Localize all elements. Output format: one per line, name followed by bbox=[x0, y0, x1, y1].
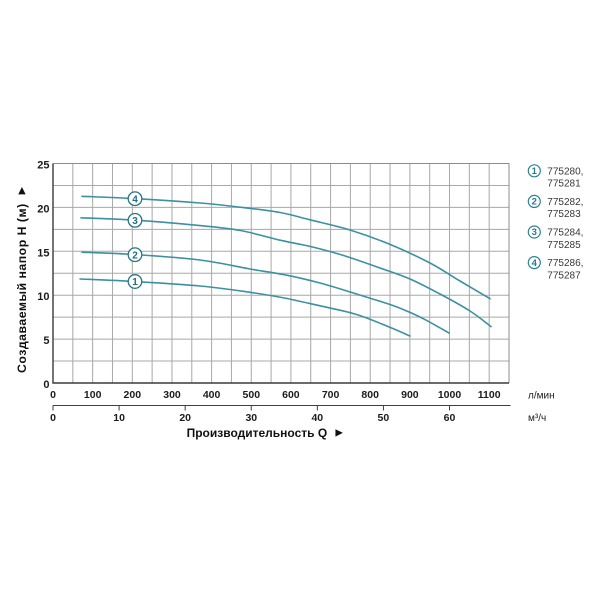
svg-text:775284,: 775284, bbox=[547, 228, 583, 239]
svg-text:60: 60 bbox=[444, 412, 456, 424]
svg-text:10: 10 bbox=[113, 412, 125, 424]
svg-text:0: 0 bbox=[43, 379, 49, 391]
svg-text:40: 40 bbox=[311, 412, 323, 424]
svg-text:600: 600 bbox=[282, 389, 300, 401]
svg-text:м³/ч: м³/ч bbox=[528, 413, 546, 424]
svg-text:л/мин: л/мин bbox=[528, 390, 555, 401]
svg-text:25: 25 bbox=[37, 160, 49, 172]
svg-text:1100: 1100 bbox=[478, 389, 501, 401]
svg-text:400: 400 bbox=[203, 389, 221, 401]
svg-text:3: 3 bbox=[132, 216, 138, 227]
svg-text:Создаваемый напор Н (м) ►: Создаваемый напор Н (м) ► bbox=[15, 184, 30, 373]
svg-text:775282,: 775282, bbox=[547, 197, 583, 208]
svg-text:30: 30 bbox=[245, 412, 257, 424]
svg-text:2: 2 bbox=[132, 250, 138, 261]
svg-text:500: 500 bbox=[243, 389, 261, 401]
svg-text:20: 20 bbox=[179, 412, 191, 424]
svg-text:10: 10 bbox=[37, 291, 49, 303]
svg-text:3: 3 bbox=[532, 227, 537, 238]
svg-text:775281: 775281 bbox=[547, 179, 581, 190]
svg-text:700: 700 bbox=[322, 389, 340, 401]
svg-text:5: 5 bbox=[43, 335, 49, 347]
svg-text:775285: 775285 bbox=[547, 240, 581, 251]
svg-text:20: 20 bbox=[37, 203, 49, 215]
svg-text:300: 300 bbox=[163, 389, 181, 401]
svg-text:0: 0 bbox=[50, 389, 56, 401]
svg-text:800: 800 bbox=[361, 389, 379, 401]
svg-text:900: 900 bbox=[401, 389, 419, 401]
svg-text:1: 1 bbox=[132, 277, 138, 288]
svg-text:775286,: 775286, bbox=[547, 258, 583, 269]
svg-text:775283: 775283 bbox=[547, 209, 581, 220]
svg-text:100: 100 bbox=[84, 389, 102, 401]
svg-text:0: 0 bbox=[50, 412, 56, 424]
svg-text:775287: 775287 bbox=[547, 270, 581, 281]
svg-text:775280,: 775280, bbox=[547, 166, 583, 177]
svg-text:200: 200 bbox=[124, 389, 142, 401]
svg-text:50: 50 bbox=[378, 412, 390, 424]
svg-text:2: 2 bbox=[532, 197, 537, 208]
svg-text:15: 15 bbox=[37, 247, 49, 259]
svg-text:1: 1 bbox=[532, 166, 538, 177]
svg-text:1000: 1000 bbox=[438, 389, 462, 401]
svg-text:4: 4 bbox=[132, 194, 138, 205]
svg-text:4: 4 bbox=[532, 258, 538, 269]
svg-text:Производительность Q ►: Производительность Q ► bbox=[187, 426, 346, 441]
